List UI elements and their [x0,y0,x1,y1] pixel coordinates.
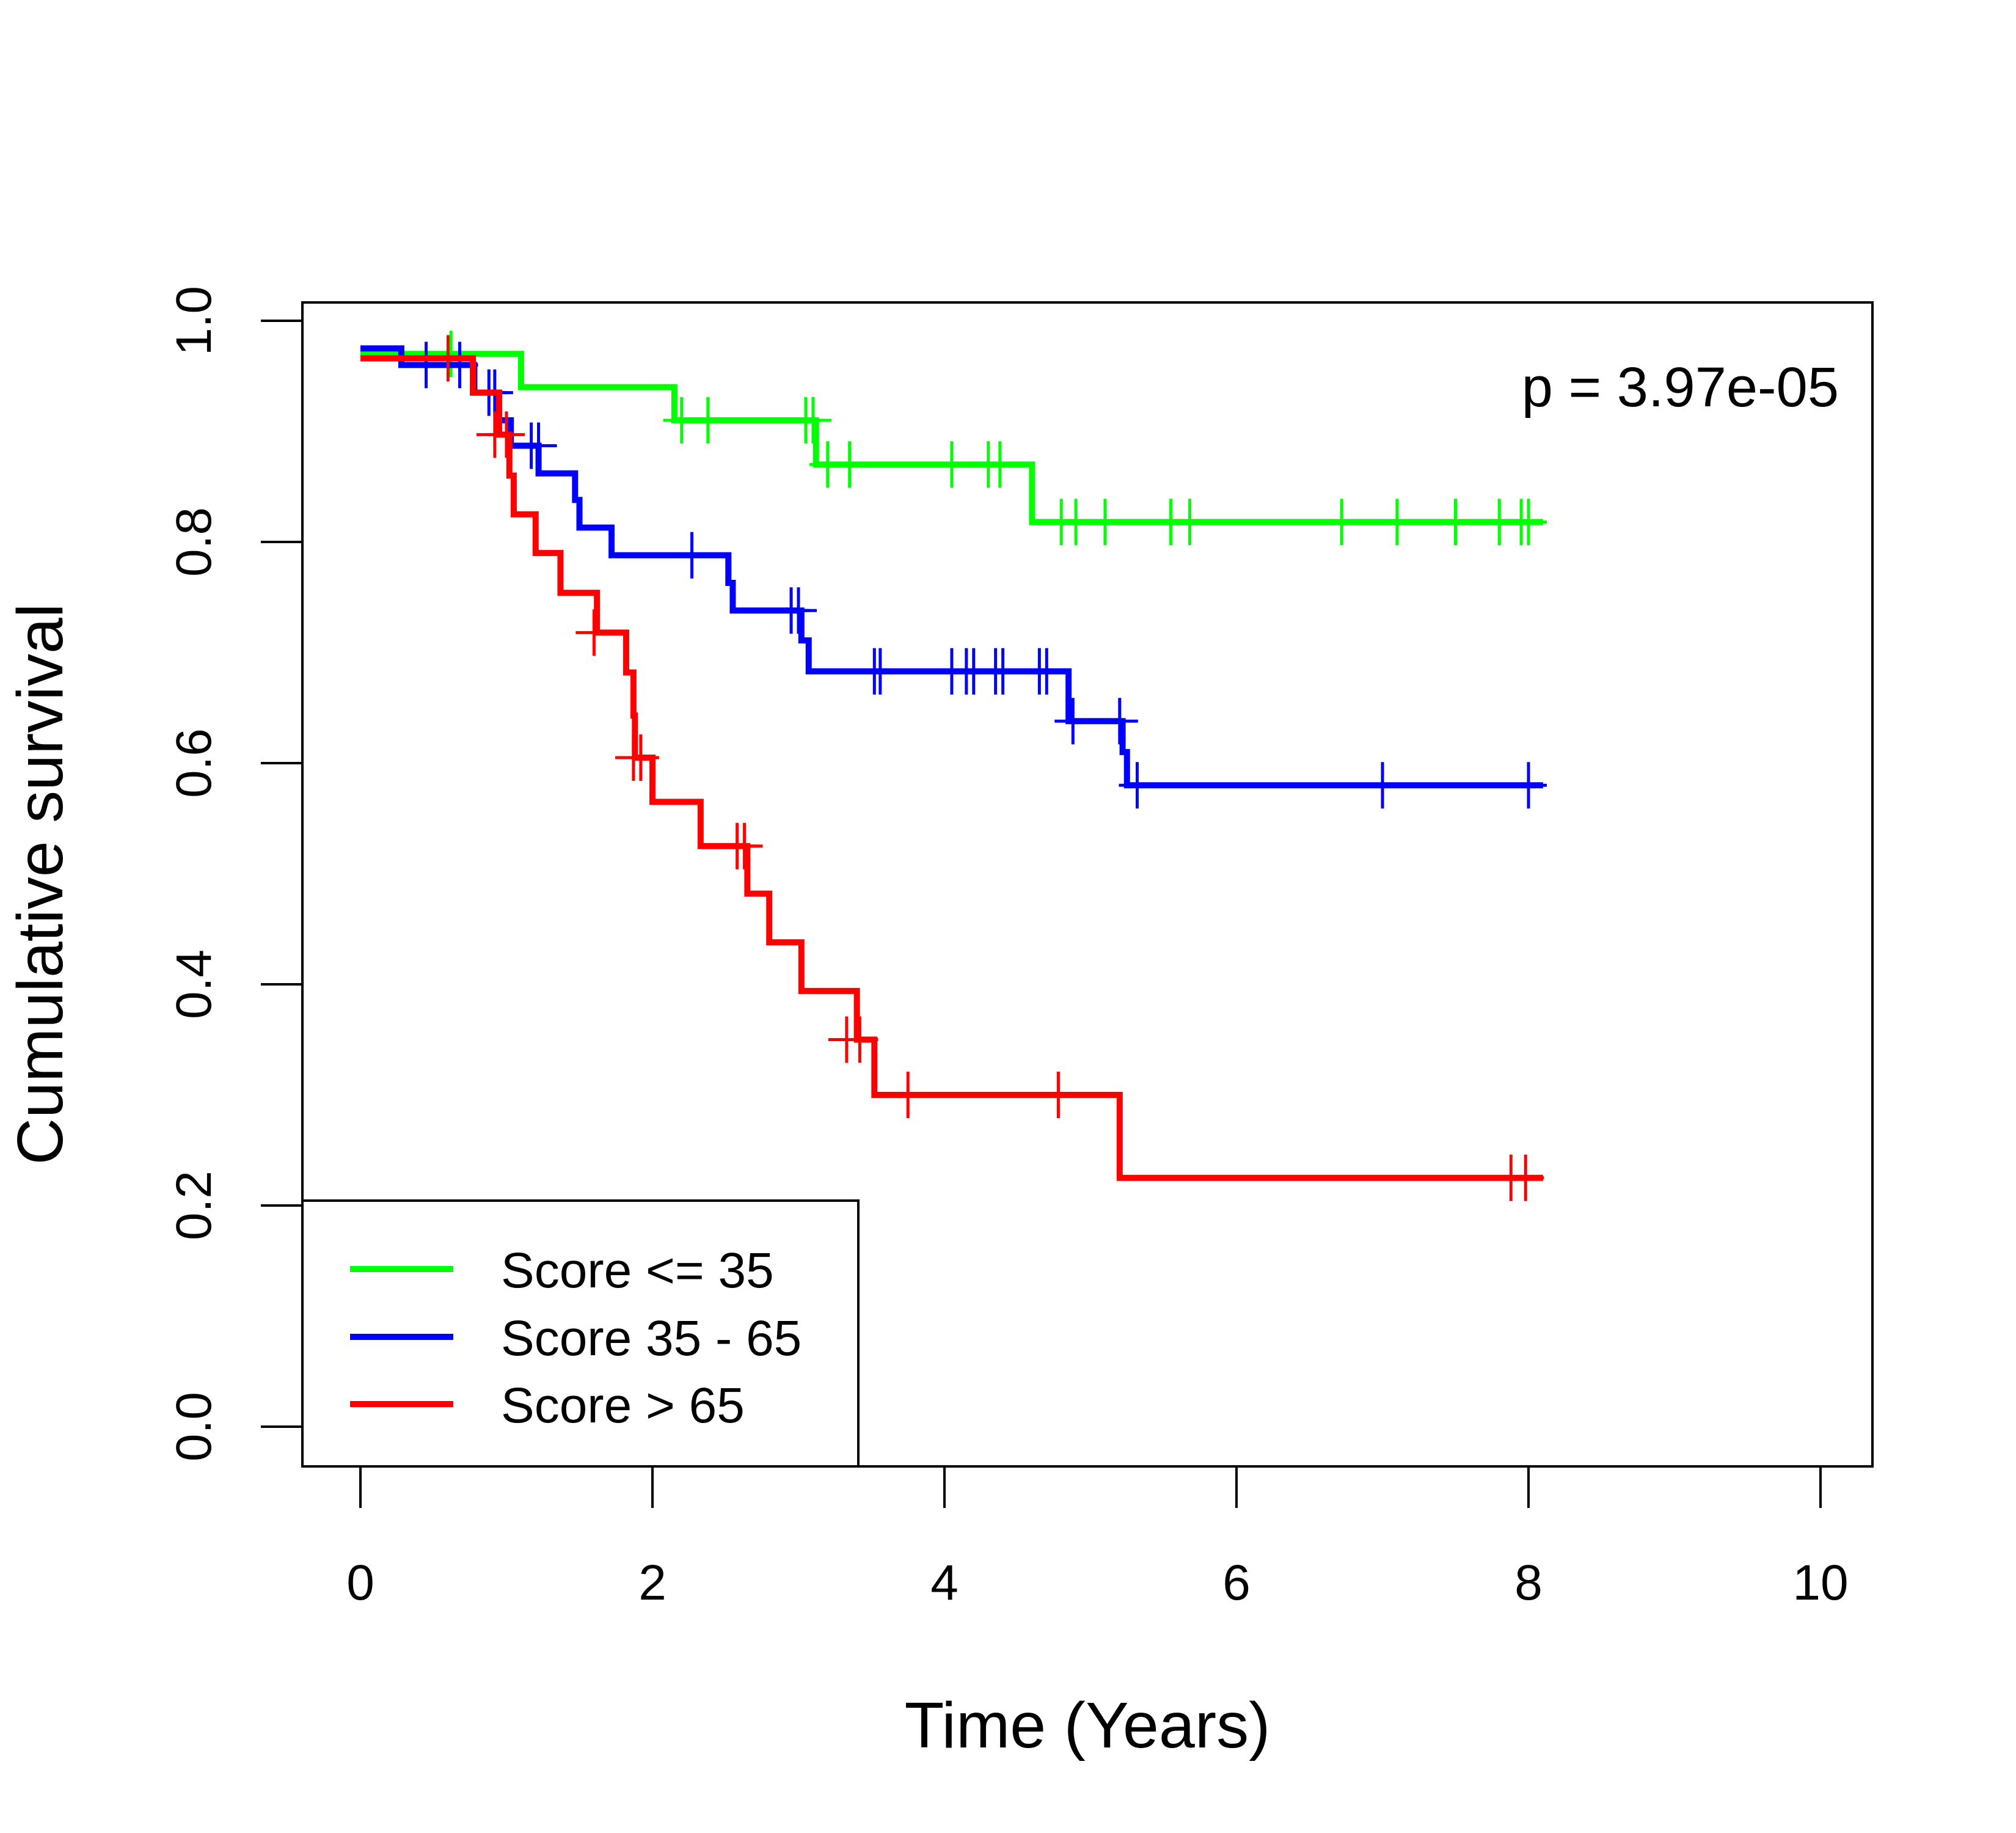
y-tick-label: 0.2 [166,1171,222,1240]
x-tick-label: 6 [1222,1555,1251,1611]
survival-curve-0 [360,351,1543,525]
y-axis-title: Cumulative survival [4,604,76,1165]
x-tick-label: 2 [638,1555,667,1611]
legend: Score <= 35 Score 35 - 65 Score > 65 [301,1199,860,1468]
y-tick-label: 1.0 [166,286,222,356]
x-tick-label: 0 [346,1555,374,1611]
series-group [360,335,1544,1201]
y-tick-label: 0.6 [166,728,222,798]
y-tick-label: 0.8 [166,507,222,577]
p-value-annotation: p = 3.97e-05 [1522,356,1839,419]
y-tick-label: 0.0 [166,1392,222,1462]
y-tick-label: 0.4 [166,949,222,1019]
x-axis-title: Time (Years) [905,1689,1271,1762]
x-axis: 0 2 4 6 8 10 [346,1465,1849,1611]
legend-box [301,1199,860,1468]
x-tick-label: 10 [1792,1555,1848,1611]
series-group [360,331,1547,546]
legend-label-score-gt-65: Score > 65 [501,1378,745,1433]
x-tick-label: 8 [1514,1555,1543,1611]
series-layer [360,331,1547,1201]
x-tick-label: 4 [930,1555,959,1611]
legend-label-score-35-65: Score 35 - 65 [501,1311,802,1366]
survival-curve-1 [360,345,1543,789]
series-group [360,342,1547,809]
survival-curve-2 [360,355,1543,1181]
legend-label-score-le-35: Score <= 35 [501,1243,774,1298]
y-axis: 0.0 0.2 0.4 0.6 0.8 1.0 [166,286,304,1462]
